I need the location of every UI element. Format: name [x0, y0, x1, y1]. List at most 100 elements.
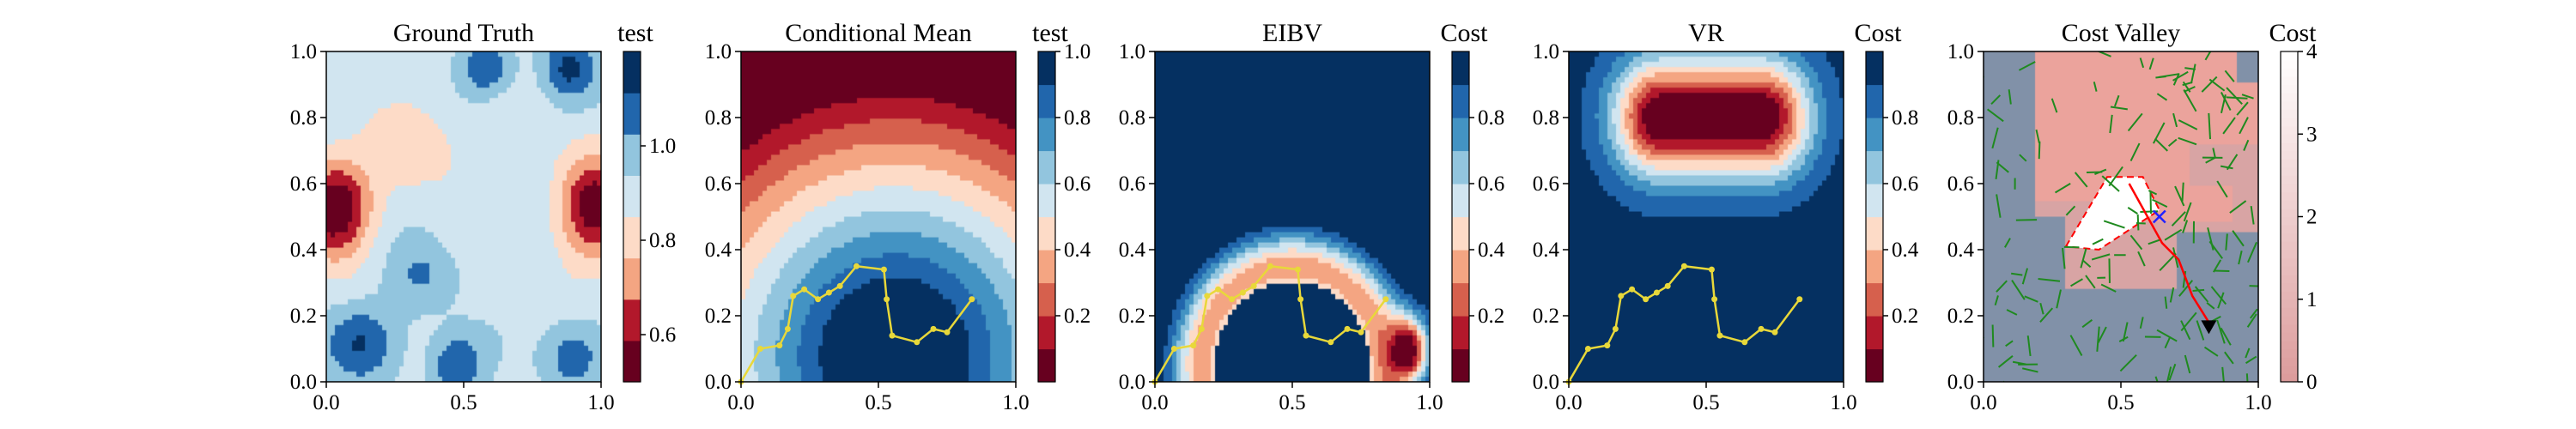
- tree-edge: [2012, 360, 2026, 366]
- tree-edge: [2164, 296, 2168, 309]
- tree-edge: [2158, 73, 2179, 78]
- path-waypoint: [1327, 339, 1334, 346]
- tree-edge: [2245, 355, 2257, 365]
- path-waypoint: [1618, 293, 1625, 299]
- colorbar-tick-label: 3: [2306, 123, 2318, 146]
- tree-edge: [2245, 347, 2251, 359]
- panel-title: VR: [1688, 19, 1724, 47]
- tree-edge: [2192, 288, 2205, 292]
- tree-edge: [2156, 93, 2168, 101]
- panel-cost-valley: Cost Valley Cost 0.0 0.5 1.0 0.0 0.2 0.4 0.6 0.…: [1947, 19, 2318, 414]
- colorbar: 0 1 2 3 4: [2280, 40, 2318, 394]
- colorbar-segment: [2281, 216, 2298, 226]
- tree-edge: [2196, 320, 2205, 341]
- colorbar-tick-label: 1: [2306, 288, 2318, 311]
- x-tick-label: 1.0: [1002, 391, 1029, 414]
- colorbar-segment: [1452, 51, 1469, 86]
- path-waypoint: [1629, 286, 1636, 293]
- colorbar-segment: [2281, 159, 2298, 168]
- path-waypoint: [930, 325, 937, 332]
- y-tick-label: 0.0: [1119, 371, 1145, 394]
- path-waypoint: [1382, 296, 1389, 303]
- y-tick-label: 0.0: [705, 371, 732, 394]
- tree-edge: [2168, 363, 2177, 381]
- tree-edge: [2074, 172, 2088, 188]
- colorbar-segment: [2281, 282, 2298, 292]
- tree-edge: [2182, 220, 2189, 233]
- colorbar-tick-label: 0.2: [1892, 305, 1918, 328]
- tree-edge: [2137, 251, 2146, 267]
- colorbar-tick-label: 4: [2306, 40, 2318, 63]
- colorbar-segment: [1038, 150, 1055, 184]
- colorbar-segment: [1452, 282, 1469, 317]
- colorbar-segment: [1866, 250, 1883, 284]
- colorbar-segment: [623, 175, 641, 218]
- tree-edge: [2236, 101, 2249, 116]
- colorbar-tick-label: 0.6: [1478, 172, 1504, 196]
- y-tick-label: 0.6: [1947, 172, 1974, 196]
- tree-edge: [2152, 122, 2166, 144]
- tree-edge: [2229, 200, 2247, 214]
- path-waypoint: [1771, 329, 1778, 335]
- path-waypoint: [1716, 332, 1723, 339]
- tree-edge: [2129, 234, 2143, 251]
- colorbar-tick-label: 0.2: [1478, 305, 1504, 328]
- tree-edge: [2208, 112, 2212, 140]
- tree-edge: [2011, 279, 2026, 300]
- tree-edge: [2159, 252, 2177, 271]
- colorbar-segment: [623, 93, 641, 135]
- colorbar-tick-label: 0.8: [1478, 106, 1504, 130]
- tree-edge: [2085, 275, 2096, 289]
- colorbar-tick-label: 0.6: [649, 323, 676, 347]
- colorbar-tick-label: 0.4: [1478, 239, 1505, 262]
- tree-edge: [2081, 259, 2092, 269]
- y-tick-label: 0.8: [1533, 106, 1559, 130]
- colorbar-segment: [2281, 233, 2298, 242]
- planned-route: [2128, 183, 2210, 323]
- colorbar-tick-label: 2: [2306, 206, 2318, 229]
- tree-edge: [2006, 309, 2018, 316]
- path-waypoint: [1239, 289, 1246, 296]
- colorbar-title: Cost: [1440, 19, 1488, 47]
- path-waypoint: [944, 329, 951, 335]
- tree-edge: [2139, 57, 2145, 69]
- x-tick-label: 0.0: [1970, 391, 1996, 414]
- tree-edge: [2201, 76, 2218, 93]
- colorbar-segment: [2281, 291, 2298, 300]
- tree-edge: [2103, 220, 2125, 229]
- colorbar-segment: [2281, 84, 2298, 94]
- colorbar-segment: [1038, 184, 1055, 218]
- colorbar-tick-label: 0.4: [1064, 239, 1091, 262]
- colorbar-tick-label: 0.6: [1892, 172, 1918, 196]
- path-waypoint: [1344, 325, 1351, 332]
- colorbar: 0.2 0.4 0.6 0.8: [1451, 51, 1505, 383]
- colorbar-segment: [623, 257, 641, 300]
- colorbar-segment: [1452, 250, 1469, 284]
- colorbar-segment: [1866, 348, 1883, 383]
- colorbar-tick-label: 0: [2306, 371, 2318, 394]
- colorbar-tick-label: 0.2: [1064, 305, 1091, 328]
- colorbar-segment: [1866, 84, 1883, 118]
- path-waypoint: [1643, 296, 1649, 303]
- colorbar-segment: [2281, 118, 2298, 127]
- colorbar-segment: [1452, 118, 1469, 152]
- panel-title: EIBV: [1262, 19, 1322, 47]
- colorbar: 0.6 0.8 1.0: [623, 51, 676, 383]
- tree-edge: [2164, 228, 2183, 241]
- x-tick-label: 0.0: [313, 391, 339, 414]
- colorbar-segment: [2281, 134, 2298, 143]
- tree-edge: [2050, 98, 2058, 113]
- tree-edge: [2206, 302, 2215, 310]
- y-tick-label: 0.6: [1119, 172, 1145, 196]
- colorbar-segment: [2281, 250, 2298, 259]
- y-tick-label: 0.8: [290, 106, 317, 130]
- colorbar-segment: [1452, 216, 1469, 251]
- tree-edge: [1996, 161, 2009, 173]
- tree-edge: [2038, 277, 2061, 282]
- colorbar-segment: [2281, 274, 2298, 284]
- tree-edge: [2249, 308, 2258, 319]
- y-tick-label: 0.4: [1533, 239, 1560, 262]
- y-tick-label: 0.0: [1947, 371, 1974, 394]
- panel-vr: VR Cost 0.0 0.5 1.00.00.20.40.60.81.00.20.…: [1533, 19, 1919, 414]
- tree-edge: [2221, 366, 2225, 382]
